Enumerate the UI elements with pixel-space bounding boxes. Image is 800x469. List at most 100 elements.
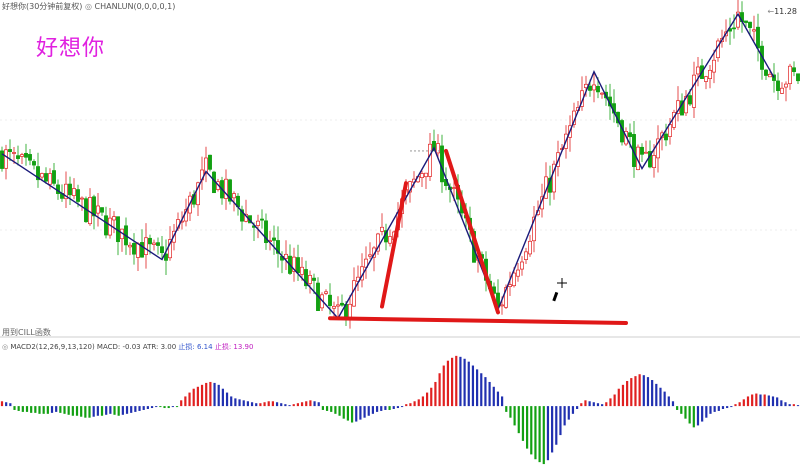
candle-body xyxy=(512,272,516,287)
candle-body xyxy=(52,170,56,184)
candle-body xyxy=(276,240,280,254)
candle-body xyxy=(796,73,800,82)
symbol-title: 好想你(30分钟前复权) xyxy=(2,2,83,11)
candle-body xyxy=(228,179,232,202)
candle-body xyxy=(164,253,168,261)
candle-body xyxy=(272,237,276,241)
red-annotation-layer xyxy=(328,148,628,325)
candle-body xyxy=(704,76,708,82)
candles xyxy=(0,0,800,329)
candle-body xyxy=(352,280,356,307)
red-trend-line xyxy=(444,148,500,315)
candle-body xyxy=(628,132,632,138)
candle-body xyxy=(68,183,72,196)
candle-body xyxy=(380,226,384,232)
candle-body xyxy=(640,146,644,155)
candle-body xyxy=(600,92,604,95)
candle-body xyxy=(208,154,212,170)
candle-body xyxy=(24,152,28,158)
candle-body xyxy=(596,85,600,93)
candle-body xyxy=(44,173,48,182)
candle-body xyxy=(8,149,12,152)
chart-grid xyxy=(0,119,800,231)
candle-body xyxy=(744,20,748,23)
candle-body xyxy=(368,254,372,257)
candle-body xyxy=(712,59,716,73)
candle-body xyxy=(80,197,84,200)
atr-value: ATR: 3.00 xyxy=(142,343,177,351)
candle-body xyxy=(224,178,228,199)
candle-body xyxy=(388,236,392,244)
candle-body xyxy=(144,237,148,255)
candle-body xyxy=(784,83,788,88)
candle-body xyxy=(0,150,4,169)
candle-body xyxy=(96,205,100,214)
overlay-title: 好想你 xyxy=(36,36,106,61)
candle-body xyxy=(592,84,596,91)
candle-body xyxy=(152,242,156,245)
macd-header: ◎ MACD2(12,26,9,13,120) MACD: -0.03 ATR:… xyxy=(2,343,254,351)
candle-body xyxy=(20,154,24,157)
candle-body xyxy=(336,304,340,307)
candle-body xyxy=(156,242,160,246)
candle-body xyxy=(112,216,116,221)
candle-body xyxy=(340,302,344,306)
candle-body xyxy=(264,220,268,244)
candle-body xyxy=(652,155,656,168)
candle-body xyxy=(508,284,512,287)
candle-body xyxy=(376,233,380,252)
candle-body xyxy=(588,85,592,91)
macd-value: MACD: -0.03 xyxy=(96,343,141,351)
candle-body xyxy=(104,215,108,236)
candle-body xyxy=(792,67,796,72)
candle-body xyxy=(428,143,432,177)
candle-body xyxy=(304,269,308,287)
candle-body xyxy=(500,304,504,307)
indicator-name: CHANLUN(0,0,0,0,1) xyxy=(94,2,176,11)
macd-histogram xyxy=(0,355,800,465)
candle-body xyxy=(420,173,424,178)
candle-body xyxy=(48,173,52,185)
red-trend-line xyxy=(380,181,408,309)
candle-body xyxy=(32,161,36,166)
candle-body xyxy=(136,243,140,258)
candle-body xyxy=(284,253,288,259)
candle-body xyxy=(424,172,428,178)
candle-body xyxy=(100,207,104,213)
candle-body xyxy=(72,188,76,196)
candle-body xyxy=(308,275,312,284)
candle-body xyxy=(756,26,760,49)
candle-body xyxy=(736,11,740,28)
candle-body xyxy=(64,183,68,200)
candle-body xyxy=(324,291,328,294)
candle-body xyxy=(436,143,440,154)
candle-body xyxy=(240,209,244,222)
candle-body xyxy=(16,155,20,159)
candle-body xyxy=(504,287,508,308)
zigzag-layer xyxy=(1,12,775,320)
candle-body xyxy=(656,138,660,159)
candle-body xyxy=(140,242,144,258)
candle-body xyxy=(292,256,296,272)
candle-body xyxy=(780,87,784,94)
candle-body xyxy=(532,216,536,242)
candle-body xyxy=(128,244,132,248)
price-max-label: 11.28 xyxy=(774,7,797,16)
pointer-mark xyxy=(552,291,559,302)
zigzag-line xyxy=(1,12,775,320)
candle-body xyxy=(76,189,80,202)
candle-body xyxy=(752,29,756,32)
candle-body xyxy=(160,246,164,253)
candle-body xyxy=(732,27,736,30)
stop-loss-2: 止损: 13.90 xyxy=(214,343,254,351)
candle-body xyxy=(132,243,136,255)
candle-body xyxy=(524,251,528,260)
candle-body xyxy=(12,152,16,154)
candle-body xyxy=(232,193,236,199)
candle-body xyxy=(300,266,304,275)
candle-body xyxy=(4,149,8,169)
candle-body xyxy=(768,73,772,78)
candle-body xyxy=(196,182,200,206)
candle-body xyxy=(36,166,40,181)
